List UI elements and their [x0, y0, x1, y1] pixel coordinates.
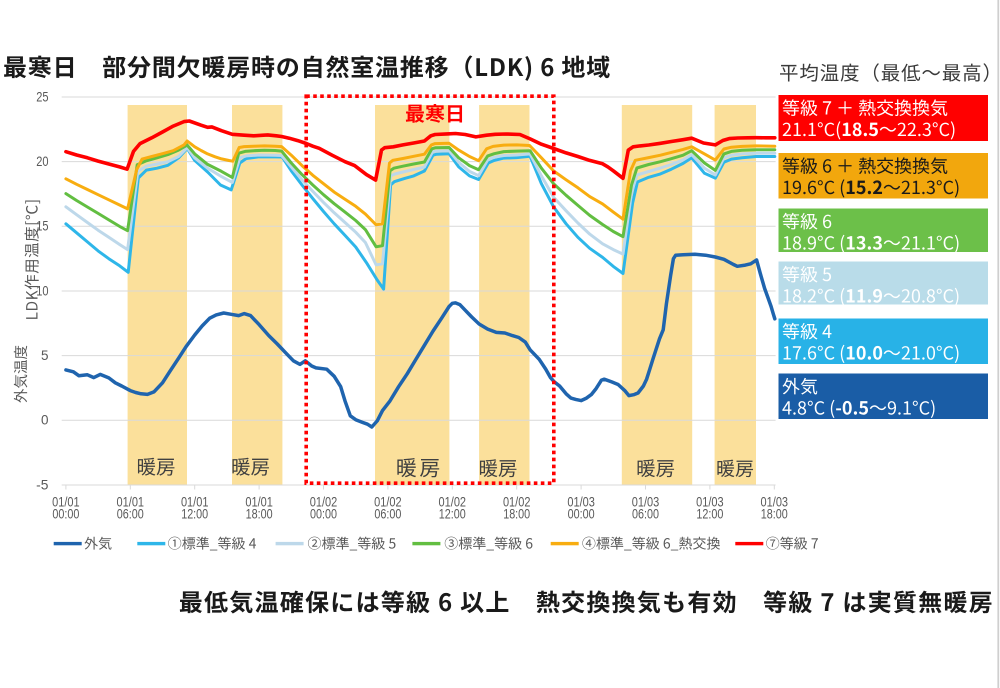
- svg-text:25: 25: [36, 89, 48, 104]
- svg-text:01/02: 01/02: [439, 494, 467, 509]
- svg-text:06:00: 06:00: [374, 507, 401, 522]
- svg-text:18:00: 18:00: [503, 507, 530, 522]
- svg-text:10: 10: [36, 283, 48, 298]
- svg-text:00:00: 00:00: [568, 507, 595, 522]
- svg-text:01/03: 01/03: [696, 494, 724, 509]
- svg-text:0: 0: [41, 413, 49, 428]
- svg-text:15: 15: [36, 219, 48, 234]
- svg-text:00:00: 00:00: [52, 507, 79, 522]
- svg-text:01/03: 01/03: [632, 494, 660, 509]
- svg-text:18:00: 18:00: [246, 507, 273, 522]
- svg-text:12:00: 12:00: [181, 507, 208, 522]
- svg-text:12:00: 12:00: [696, 507, 723, 522]
- svg-text:18:00: 18:00: [761, 507, 788, 522]
- svg-text:01/01: 01/01: [181, 494, 209, 509]
- svg-text:06:00: 06:00: [117, 507, 144, 522]
- svg-text:12:00: 12:00: [439, 507, 466, 522]
- svg-text:01/02: 01/02: [374, 494, 402, 509]
- svg-text:01/01: 01/01: [117, 494, 145, 509]
- svg-text:20: 20: [36, 154, 48, 169]
- svg-text:5: 5: [41, 348, 49, 363]
- svg-text:01/01: 01/01: [52, 494, 80, 509]
- svg-text:01/03: 01/03: [761, 494, 789, 509]
- svg-text:01/03: 01/03: [567, 494, 595, 509]
- svg-text:01/02: 01/02: [310, 494, 338, 509]
- svg-text:00:00: 00:00: [310, 507, 337, 522]
- svg-text:-5: -5: [36, 477, 48, 492]
- svg-text:01/01: 01/01: [245, 494, 273, 509]
- svg-text:06:00: 06:00: [632, 507, 659, 522]
- svg-text:01/02: 01/02: [503, 494, 531, 509]
